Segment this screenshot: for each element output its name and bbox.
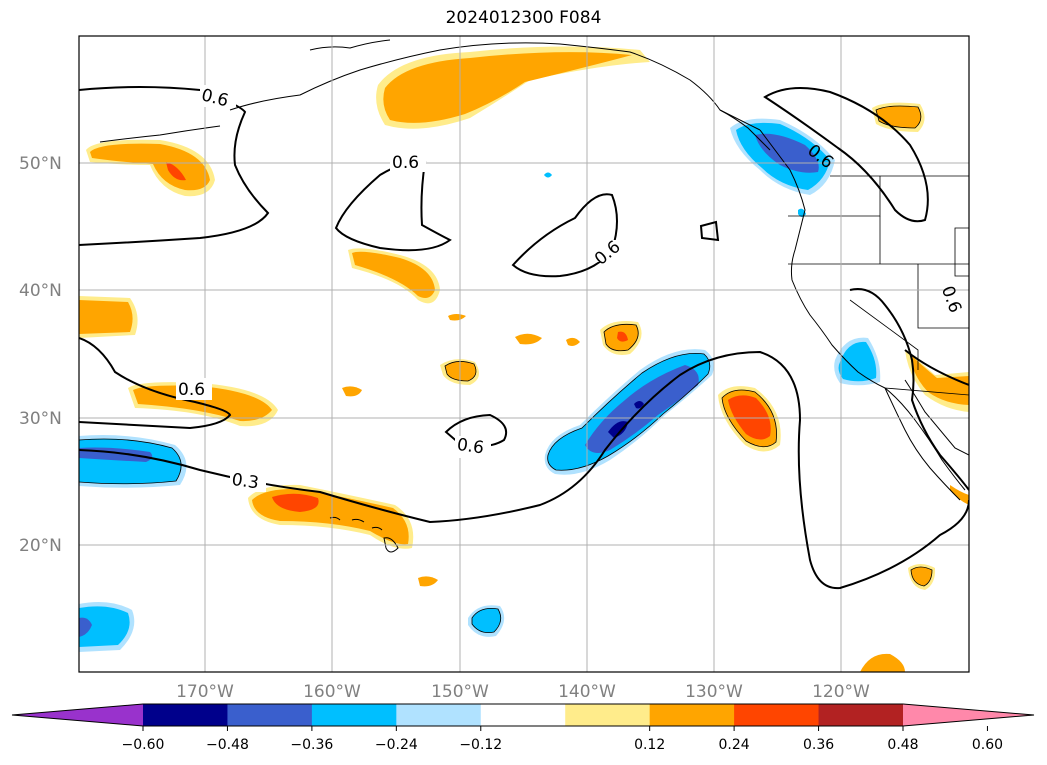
shaded-region [166,162,186,181]
colorbar-tick-label: −0.24 [375,737,418,753]
shaded-region [617,331,628,342]
map-title: 2024012300 F084 [445,8,602,28]
lat-label: 30°N [19,409,62,429]
contour-label: 0.6 [178,380,205,400]
map-frame [78,35,970,673]
colorbar: −0.60 −0.48 −0.36 −0.24 −0.12 0.12 0.24 0.36 0.4… [11,703,1035,753]
lat-label: 50°N [19,154,62,174]
shaded-region [728,395,771,440]
anomaly-outline [910,566,933,587]
shaded-region [342,386,362,397]
colorbar-tick-label: 0.24 [719,737,750,753]
coastline-alaska [309,39,391,51]
contour-line [79,350,969,590]
colorbar-tick-label: 0.12 [634,737,665,753]
anomaly-outlines [79,105,933,634]
coastlines [99,39,969,501]
border-state [954,227,969,277]
border-state [917,264,969,329]
contour-line [904,349,969,386]
colorbar-tick-label: −0.36 [290,737,333,753]
anomaly-outline [444,361,477,382]
lat-axis: 50°N 40°N 30°N 20°N [19,154,62,556]
shaded-region [911,567,932,586]
lon-label: 130°W [685,682,743,702]
colorbar-segment [396,704,482,726]
colorbar-tick-label: −0.48 [206,737,249,753]
shaded-region [418,576,438,587]
shaded-region [608,421,628,438]
coastline-gulf-california [904,379,969,456]
island [329,516,341,521]
shaded-anomaly-fields [79,46,969,672]
lon-label: 160°W [303,682,361,702]
colorbar-segment [311,704,397,726]
shaded-region [838,341,877,382]
contour-line [849,288,969,491]
colorbar-segment [227,704,313,726]
colorbar-segment [143,704,228,726]
lon-label: 170°W [176,682,234,702]
coastline-baja [884,387,961,501]
contour-line [79,86,270,246]
anomaly-outline [603,323,639,352]
colorbar-tick-label: −0.60 [122,737,165,753]
colorbar-segment [734,704,820,726]
border-us-mexico [884,387,969,396]
hawaii-islands [329,516,399,553]
contour-line [511,193,618,278]
coastline-alaska [229,42,761,131]
shaded-region [352,251,435,298]
shaded-region [566,337,580,346]
shaded-region [448,314,466,321]
shaded-region [634,401,644,409]
colorbar-extend-low [12,704,143,726]
coastline-bc [719,109,771,151]
colorbar-segment [480,704,566,726]
colorbar-tick-label: −0.12 [459,737,502,753]
contour-line [763,87,929,223]
shaded-region [272,493,319,512]
colorbar-tick-label: 0.36 [803,737,834,753]
contour-label: 0.6 [392,153,419,173]
colorbar-tick-label: 0.60 [972,737,1003,753]
colorbar-segment [818,704,904,726]
island [351,518,365,523]
anomaly-outline [79,438,182,485]
colorbar-segment [649,704,735,726]
shaded-region [515,333,542,345]
shaded-region [472,608,501,633]
colorbar-segment [565,704,651,726]
lon-label: 150°W [431,682,489,702]
shaded-region [383,52,632,123]
border-state [849,299,919,370]
coastline-westcoast [759,129,966,491]
colorbar-tick-label: 0.48 [887,737,918,753]
shaded-region [79,617,92,637]
lon-axis: 170°W 160°W 150°W 140°W 130°W 120°W [176,682,870,702]
island [371,526,383,531]
contour-line [79,337,232,430]
anomaly-outline [721,389,777,448]
contour-line [699,220,720,242]
shaded-region [950,485,969,505]
contour-label: 0.3 [230,470,260,494]
contour-label: 0.6 [456,435,486,459]
coastline-aleutian [99,125,221,143]
colorbar-extend-high [903,704,1034,726]
lat-label: 40°N [19,281,62,301]
shaded-region [79,300,133,334]
map-plot-area: 0.6 0.6 0.6 0.6 0.6 0.6 0.3 0.6 [79,36,969,672]
island [383,537,399,553]
anomaly-outline [547,353,711,471]
lat-label: 20°N [19,536,62,556]
shaded-region [910,354,969,405]
anomaly-outline [471,608,502,634]
lon-label: 140°W [558,682,616,702]
shaded-region [79,606,130,647]
lon-label: 120°W [812,682,870,702]
shaded-region [860,653,905,672]
shaded-region [544,172,552,178]
